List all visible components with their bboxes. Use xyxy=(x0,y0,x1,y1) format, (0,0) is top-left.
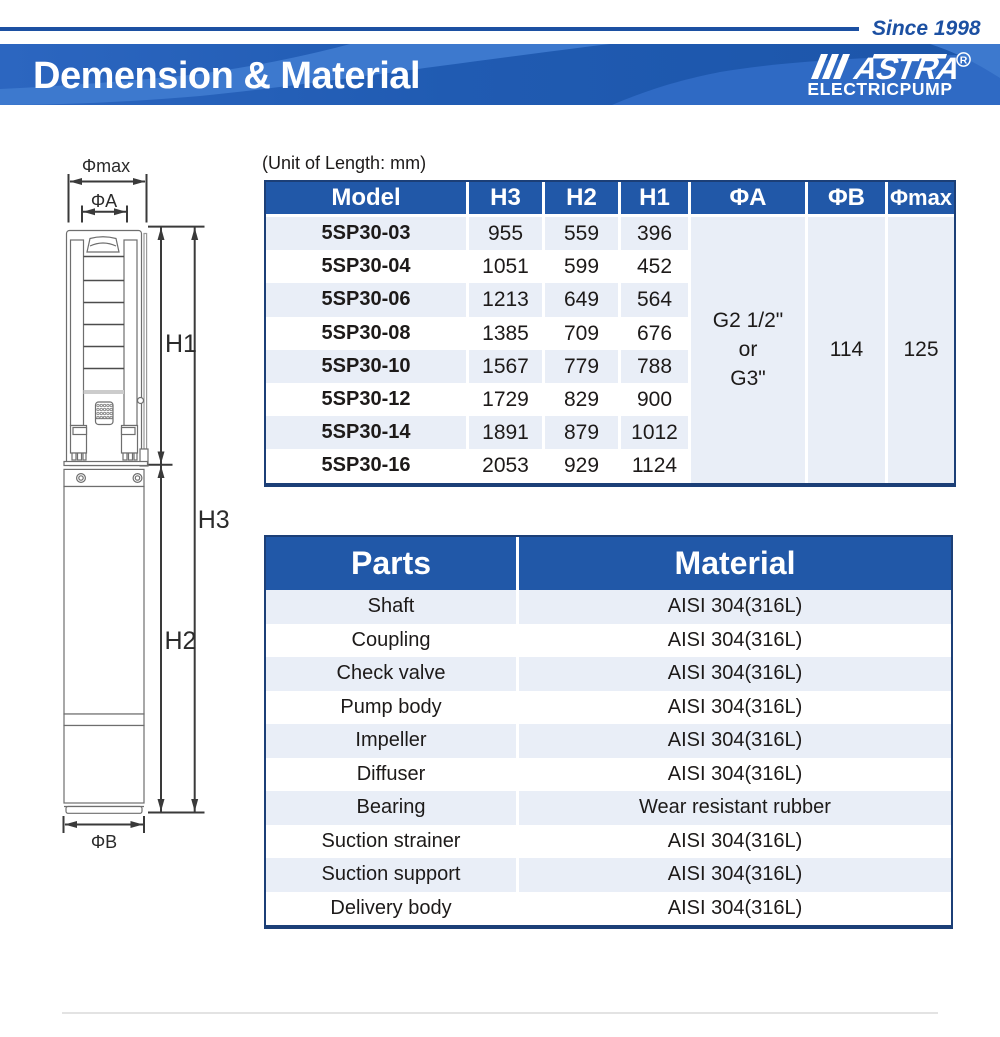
svg-text:H2: H2 xyxy=(165,627,197,655)
svg-text:ΦB: ΦB xyxy=(91,832,117,852)
svg-text:R: R xyxy=(960,55,968,67)
svg-text:Φmax: Φmax xyxy=(82,156,130,176)
svg-text:ELECTRICPUMP: ELECTRICPUMP xyxy=(807,79,952,99)
svg-text:ΦA: ΦA xyxy=(91,191,117,211)
svg-text:H3: H3 xyxy=(198,506,230,534)
svg-text:H1: H1 xyxy=(165,330,197,358)
